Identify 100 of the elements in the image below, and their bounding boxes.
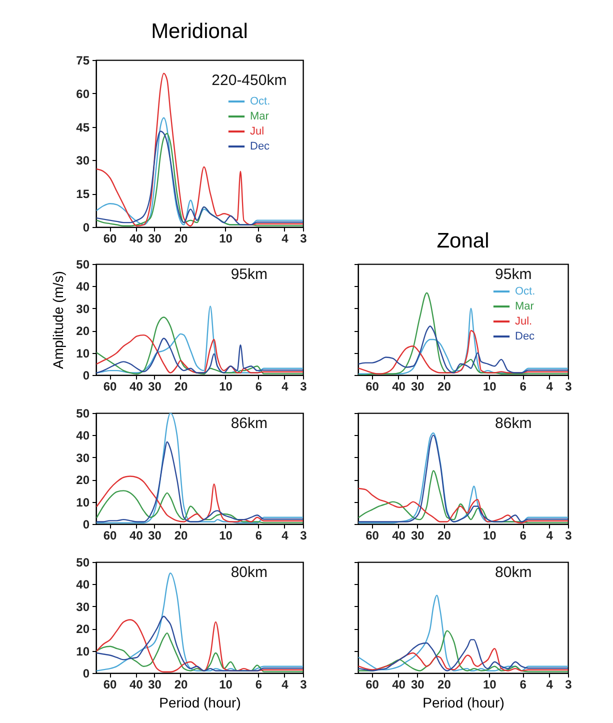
legend-label: Jul <box>250 126 264 138</box>
y-tick-label: 20 <box>76 622 90 636</box>
y-tick-label: 0 <box>82 666 90 680</box>
y-tick-label: 50 <box>76 556 90 570</box>
legend-label: Oct. <box>250 96 270 108</box>
x-tick-label: 6 <box>520 380 527 394</box>
x-tick-label: 40 <box>130 678 144 692</box>
x-tick-label: 3 <box>300 528 308 542</box>
y-tick-label: 50 <box>76 258 90 272</box>
x-tick-label: 40 <box>392 678 406 692</box>
x-tick-label: 30 <box>148 528 162 542</box>
x-tick-label: 60 <box>103 678 118 692</box>
annotation: 80km <box>495 564 532 581</box>
x-tick-label: 30 <box>148 232 162 246</box>
y-tick-label: 30 <box>76 450 90 465</box>
x-tick-label: 20 <box>174 232 188 246</box>
annotation: 95km <box>495 266 532 283</box>
y-tick-label: 30 <box>76 154 90 168</box>
legend-label: Dec <box>250 140 270 152</box>
y-tick-label: 40 <box>76 578 90 592</box>
y-tick-label: 15 <box>76 187 90 202</box>
annotation: 86km <box>495 415 532 432</box>
x-tick-label: 10 <box>482 528 497 542</box>
x-tick-label: 60 <box>103 380 118 394</box>
y-tick-label: 40 <box>76 280 90 294</box>
x-tick-label: 6 <box>255 528 262 542</box>
x-tick-label: 40 <box>392 380 406 394</box>
x-tick-label: 3 <box>300 380 308 394</box>
y-tick-label: 45 <box>76 120 90 134</box>
y-tick-label: 20 <box>76 473 90 488</box>
x-tick-label: 3 <box>565 678 572 692</box>
legend-label: Mar <box>250 110 270 122</box>
x-tick-label: 20 <box>174 678 188 692</box>
chart-title: Meridional <box>151 20 248 43</box>
x-tick-label: 4 <box>546 380 554 394</box>
x-tick-label: 60 <box>366 380 380 394</box>
annotation: 95km <box>230 266 268 283</box>
legend-label: Oct. <box>515 286 536 298</box>
annotation: 220-450km <box>212 72 287 89</box>
x-tick-label: 10 <box>482 678 497 692</box>
y-tick-label: 10 <box>76 644 90 658</box>
x-tick-label: 3 <box>565 380 572 394</box>
legend-label: Mar <box>515 300 534 312</box>
annotation: 86km <box>230 415 268 432</box>
x-tick-label: 4 <box>546 528 554 542</box>
y-tick-label: 0 <box>82 518 90 532</box>
x-tick-label: 30 <box>410 528 425 542</box>
x-tick-label: 3 <box>300 232 308 246</box>
x-tick-label: 60 <box>103 528 118 542</box>
x-tick-label: 40 <box>392 528 406 542</box>
y-tick-label: 0 <box>82 368 90 382</box>
x-tick-label: 4 <box>546 678 554 692</box>
x-tick-label: 30 <box>148 380 162 394</box>
x-tick-label: 4 <box>282 232 289 246</box>
y-tick-label: 0 <box>82 220 90 234</box>
x-tick-label: 6 <box>520 678 527 692</box>
x-axis-title: Period (hour) <box>422 694 504 710</box>
x-tick-label: 6 <box>520 528 527 542</box>
x-tick-label: 20 <box>174 380 188 394</box>
legend-label: Jul. <box>515 316 532 328</box>
x-tick-label: 20 <box>174 528 188 542</box>
x-tick-label: 60 <box>366 678 380 692</box>
x-tick-label: 10 <box>219 678 233 692</box>
x-tick-label: 40 <box>130 528 144 542</box>
x-tick-label: 20 <box>438 528 452 542</box>
x-tick-label: 30 <box>148 678 162 692</box>
y-tick-label: 30 <box>76 600 90 614</box>
x-tick-label: 4 <box>282 678 289 692</box>
x-tick-label: 30 <box>410 380 425 394</box>
x-tick-label: 6 <box>255 232 262 246</box>
x-tick-label: 10 <box>219 232 233 246</box>
x-tick-label: 40 <box>130 232 144 246</box>
x-tick-label: 10 <box>219 380 233 394</box>
x-tick-label: 4 <box>282 528 289 542</box>
x-axis-title: Period (hour) <box>159 694 241 710</box>
y-axis-title: Amplitude (m/s) <box>50 270 66 370</box>
x-tick-label: 30 <box>410 678 425 692</box>
x-tick-label: 60 <box>366 528 380 542</box>
chart-title: Zonal <box>436 230 490 252</box>
y-tick-label: 10 <box>76 346 90 360</box>
y-tick-label: 40 <box>76 428 90 443</box>
x-tick-label: 6 <box>255 380 262 394</box>
y-tick-label: 10 <box>76 495 90 510</box>
x-tick-label: 6 <box>255 678 262 692</box>
x-tick-label: 20 <box>438 380 452 394</box>
x-tick-label: 60 <box>103 232 118 246</box>
y-tick-label: 50 <box>76 406 90 420</box>
y-tick-label: 75 <box>76 54 90 68</box>
y-tick-label: 20 <box>76 324 90 338</box>
x-tick-label: 10 <box>482 380 497 394</box>
y-tick-label: 60 <box>76 86 90 101</box>
x-tick-label: 3 <box>300 678 308 692</box>
x-tick-label: 40 <box>130 380 144 394</box>
y-tick-label: 30 <box>76 302 90 316</box>
x-tick-label: 10 <box>219 528 233 542</box>
x-tick-label: 4 <box>282 380 289 394</box>
x-tick-label: 20 <box>438 678 452 692</box>
x-tick-label: 3 <box>565 528 572 542</box>
annotation: 80km <box>230 564 268 581</box>
legend-label: Dec <box>515 330 536 342</box>
